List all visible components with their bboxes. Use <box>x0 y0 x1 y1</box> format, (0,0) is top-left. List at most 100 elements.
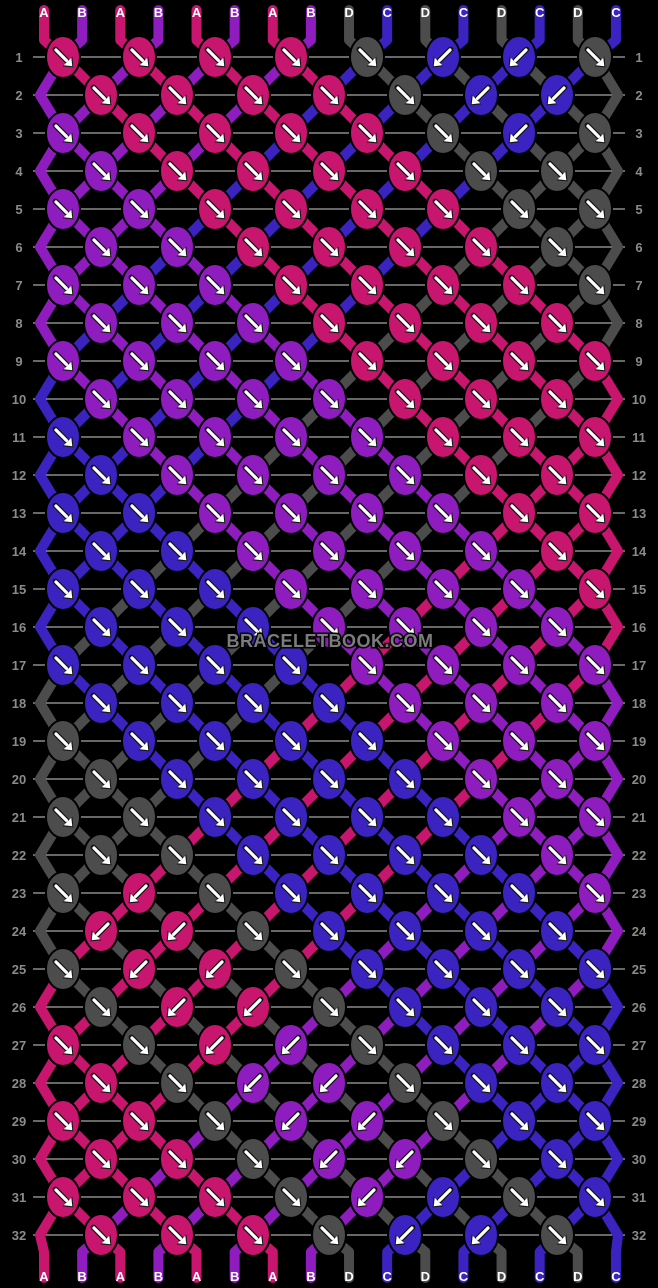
forward-knot-arrow-icon <box>242 768 264 790</box>
arrow-shaft <box>209 1036 224 1051</box>
arrow-shaft <box>92 86 107 101</box>
forward-knot-arrow-icon <box>318 236 340 258</box>
knot-r17-c6 <box>425 643 461 687</box>
strand-label-top-4: B <box>154 5 163 20</box>
forward-knot-arrow-icon <box>356 122 378 144</box>
arrow-shaft <box>92 390 107 405</box>
knot-r1-c3 <box>197 35 233 79</box>
strand-label-bottom-13: D <box>497 1269 506 1284</box>
backward-knot-arrow-icon <box>242 996 264 1018</box>
forward-knot-arrow-icon <box>470 1148 492 1170</box>
arrow-head <box>215 1197 225 1207</box>
arrow-head <box>481 171 491 181</box>
forward-knot-arrow-icon <box>546 1148 568 1170</box>
forward-knot-arrow-icon <box>90 540 112 562</box>
knot-r1-c6 <box>425 35 461 79</box>
arrow-head <box>63 665 73 675</box>
knot-r18-c1 <box>83 681 119 725</box>
arrow-shaft <box>434 884 449 899</box>
backward-knot-arrow-icon <box>470 1224 492 1246</box>
arrow-shaft <box>92 238 107 253</box>
arrow-head <box>519 285 529 295</box>
row-number-right: 27 <box>632 1038 646 1053</box>
arrow-head <box>329 247 339 257</box>
arrow-shaft <box>168 542 183 557</box>
row-number-right: 12 <box>632 468 646 483</box>
arrow-shaft <box>434 960 449 975</box>
row-number-right: 23 <box>632 886 646 901</box>
arrow-shaft <box>396 998 411 1013</box>
arrow-shaft <box>510 200 525 215</box>
arrow-shaft <box>396 846 411 861</box>
arrow-head <box>481 247 491 257</box>
knot-r22-c3 <box>235 833 271 877</box>
strand-label-top-8: B <box>306 5 315 20</box>
row-number-right: 5 <box>635 202 642 217</box>
knot-r24-c3 <box>235 909 271 953</box>
arrow-shaft <box>171 998 186 1013</box>
arrow-shaft <box>92 694 107 709</box>
knot-r7-c4 <box>273 263 309 307</box>
knot-r3-c4 <box>273 111 309 155</box>
arrow-head <box>519 665 529 675</box>
arrow-shaft <box>323 1074 338 1089</box>
arrow-head <box>443 361 453 371</box>
forward-knot-arrow-icon <box>242 844 264 866</box>
knot-r7-c8 <box>577 263 613 307</box>
backward-knot-arrow-icon <box>128 958 150 980</box>
forward-knot-arrow-icon <box>318 312 340 334</box>
arrow-head <box>253 95 263 105</box>
arrow-shaft <box>168 162 183 177</box>
knot-r6-c2 <box>159 225 195 269</box>
arrow-head <box>367 969 377 979</box>
arrow-head <box>595 1197 605 1207</box>
arrow-head <box>215 209 225 219</box>
arrow-shaft <box>396 162 411 177</box>
arrow-shaft <box>130 352 145 367</box>
knot-r26-c4 <box>311 985 347 1029</box>
arrow-shaft <box>320 694 335 709</box>
strand-label-bottom-6: B <box>230 1269 239 1284</box>
arrow-head <box>557 1235 567 1245</box>
forward-knot-arrow-icon <box>470 844 492 866</box>
arrow-head <box>557 1083 567 1093</box>
row-number-left: 20 <box>12 772 26 787</box>
arrow-shaft <box>358 352 373 367</box>
arrow-head <box>519 1045 529 1055</box>
forward-knot-arrow-icon <box>90 1224 112 1246</box>
forward-knot-arrow-icon <box>166 84 188 106</box>
arrow-shaft <box>54 580 69 595</box>
arrow-head <box>177 475 187 485</box>
arrow-head <box>243 1083 253 1093</box>
arrow-head <box>101 1007 111 1017</box>
forward-knot-arrow-icon <box>546 1072 568 1094</box>
row-number-left: 1 <box>15 50 22 65</box>
knot-r32-c5 <box>387 1213 423 1257</box>
forward-knot-arrow-icon <box>508 1186 530 1208</box>
forward-knot-arrow-icon <box>280 578 302 600</box>
forward-knot-arrow-icon <box>280 502 302 524</box>
knot-r1-c7 <box>501 35 537 79</box>
arrow-head <box>481 1083 491 1093</box>
arrow-head <box>101 247 111 257</box>
arrow-head <box>367 665 377 675</box>
backward-knot-arrow-icon <box>508 122 530 144</box>
forward-knot-arrow-icon <box>90 768 112 790</box>
knot-r8-c1 <box>83 301 119 345</box>
strand-label-top-12: C <box>459 5 469 20</box>
knot-r13-c4 <box>273 491 309 535</box>
knot-r20-c5 <box>387 757 423 801</box>
arrow-shaft <box>472 618 487 633</box>
arrow-shaft <box>320 998 335 1013</box>
arrow-head <box>519 893 529 903</box>
forward-knot-arrow-icon <box>204 1110 226 1132</box>
forward-knot-arrow-icon <box>356 958 378 980</box>
backward-knot-arrow-icon <box>508 46 530 68</box>
knot-r12-c2 <box>159 453 195 497</box>
strand-label-top-11: D <box>421 5 430 20</box>
knot-r30-c2 <box>159 1137 195 1181</box>
arrow-shaft <box>472 162 487 177</box>
knot-r22-c1 <box>83 833 119 877</box>
forward-knot-arrow-icon <box>432 578 454 600</box>
arrow-head <box>291 209 301 219</box>
